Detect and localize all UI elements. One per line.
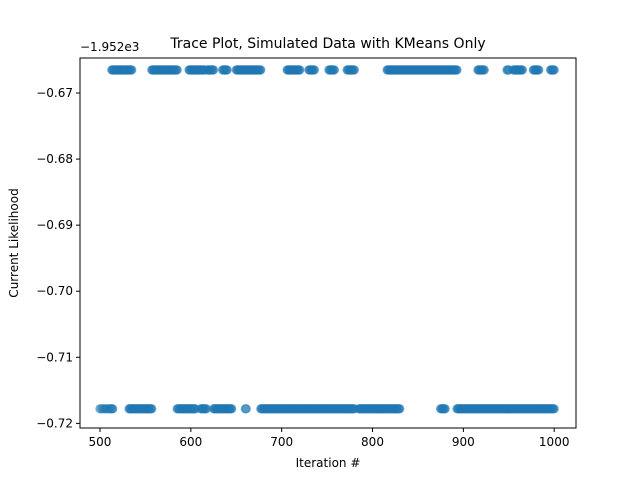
- data-point: [452, 65, 462, 75]
- data-point: [329, 65, 340, 75]
- x-tick-label: 700: [270, 435, 293, 449]
- data-point: [127, 65, 137, 75]
- data-point: [227, 404, 237, 414]
- data-point: [172, 65, 182, 75]
- x-axis: 500 600 700 800 900 1000: [89, 428, 570, 449]
- data-point: [222, 65, 232, 75]
- y-tick-label: −0.70: [36, 284, 73, 298]
- x-axis-label: Iteration #: [296, 456, 361, 470]
- y-tick-label: −0.68: [36, 152, 73, 166]
- x-tick-label: 800: [361, 435, 384, 449]
- data-point: [108, 404, 118, 414]
- x-tick-label: 1000: [539, 435, 570, 449]
- data-point: [309, 65, 320, 75]
- data-point: [241, 404, 251, 414]
- data-point: [534, 65, 544, 75]
- data-point: [440, 404, 450, 414]
- x-tick-label: 500: [89, 435, 112, 449]
- y-tick-label: −0.71: [36, 350, 73, 364]
- data-point: [517, 65, 528, 75]
- data-point: [256, 65, 266, 75]
- x-tick-label: 900: [452, 435, 475, 449]
- y-tick-label: −0.69: [36, 218, 73, 232]
- chart-title: Trace Plot, Simulated Data with KMeans O…: [169, 36, 485, 52]
- plot-frame: [79, 57, 577, 429]
- y-axis-label: Current Likelihood: [7, 188, 21, 297]
- scatter-points: [95, 65, 559, 414]
- data-point: [549, 65, 559, 75]
- data-point: [395, 404, 405, 414]
- y-offset-label: −1.952e3: [80, 40, 139, 54]
- x-tick-label: 600: [179, 435, 202, 449]
- data-point: [549, 404, 559, 414]
- data-point: [147, 404, 157, 414]
- data-point: [349, 65, 360, 75]
- y-tick-label: −0.72: [36, 416, 73, 430]
- y-axis: −0.67 −0.68 −0.69 −0.70 −0.71 −0.72: [36, 86, 80, 430]
- data-point: [479, 65, 489, 75]
- data-point: [295, 65, 305, 75]
- data-point: [208, 65, 219, 75]
- y-tick-label: −0.67: [36, 86, 73, 100]
